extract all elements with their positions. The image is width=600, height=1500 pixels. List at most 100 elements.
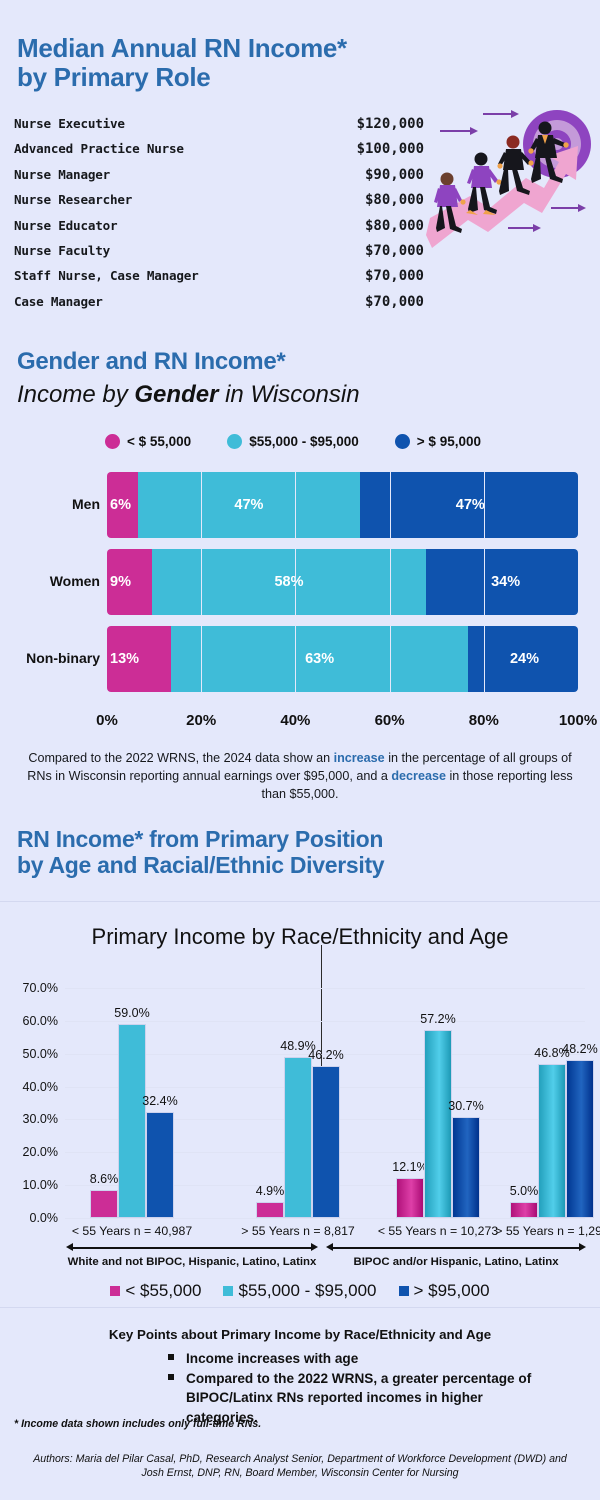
stacked-bar-segment: 6%: [107, 472, 139, 538]
group-range-arrow-icon: [66, 1243, 318, 1252]
role-row: Nurse Faculty $70,000: [14, 243, 424, 268]
legend-item: $55,000 - $95,000: [227, 434, 359, 449]
role-income-value: $70,000: [364, 293, 424, 310]
y-axis-tick-label: 60.0%: [22, 1013, 58, 1028]
chart-bar: [510, 1201, 538, 1218]
bar-chart-legend: < $55,000 $55,000 - $95,000 > $95,000: [0, 1281, 600, 1301]
chart-bar: [538, 1064, 566, 1218]
stacked-bar: 6% 47% 47%: [107, 472, 578, 538]
role-name: Nurse Educator: [14, 217, 118, 233]
chart-bar: [312, 1066, 340, 1218]
role-income-value: $70,000: [364, 268, 424, 285]
bar-value-label: 59.0%: [114, 1006, 150, 1021]
chart-bar: [396, 1178, 424, 1218]
role-name: Case Manager: [14, 293, 103, 309]
section2-subtitle: Income by Gender in Wisconsin: [17, 381, 360, 408]
role-income-value: $120,000: [356, 116, 424, 132]
chart-gridline: [65, 988, 585, 989]
bullet-square-icon: [168, 1373, 174, 1380]
key-points-title: Key Points about Primary Income by Race/…: [108, 1327, 492, 1342]
role-income-value: $100,000: [356, 141, 424, 158]
stacked-bar-segment: 58%: [152, 549, 426, 615]
chart-bar: [284, 1057, 312, 1218]
legend-label: > $95,000: [413, 1281, 490, 1300]
section1-title: Median Annual RN Income* by Primary Role: [17, 33, 347, 93]
bar-row-label: Women: [49, 573, 100, 589]
role-row: Nurse Researcher $80,000: [14, 192, 424, 217]
bar-value-label: 48.2%: [562, 1041, 598, 1056]
legend-swatch-square-icon: [110, 1286, 121, 1296]
legend-swatch-circle-icon: [394, 434, 410, 449]
section3-title: RN Income* from Primary Position by Age a…: [17, 826, 385, 878]
bar-chart-title: Primary Income by Race/Ethnicity and Age: [91, 924, 509, 949]
role-row: Staff Nurse, Case Manager $70,000: [14, 268, 424, 293]
subtitle-emphasis: Gender: [134, 381, 219, 408]
chart-gridline: [483, 472, 485, 717]
bullet-square-icon: [168, 1354, 174, 1360]
bar-value-label: 32.4%: [142, 1093, 178, 1108]
bar-value-label: 8.6%: [89, 1171, 119, 1186]
legend-item: > $95,000: [398, 1281, 490, 1301]
bar-value-label: 12.1%: [392, 1160, 428, 1175]
legend-item: < $55,000: [110, 1281, 201, 1301]
x-axis-group-label: < 55 Years n = 40,987: [71, 1224, 193, 1238]
race-age-grouped-bar-chart: Primary Income by Race/Ethnicity and Age…: [0, 910, 600, 1310]
legend-swatch-circle-icon: [227, 434, 243, 449]
stacked-bar-segment: 9%: [107, 549, 153, 615]
stacked-bar-segment: 34%: [425, 549, 578, 615]
bar-value-label: 57.2%: [420, 1012, 456, 1027]
y-axis-tick-label: 70.0%: [22, 981, 58, 995]
chart-bar: [452, 1117, 480, 1218]
x-axis-tick-label: 40%: [280, 712, 311, 729]
x-axis-tick-label: 100%: [558, 712, 598, 729]
legend-label: < $55,000: [125, 1281, 202, 1300]
bar-row-label: Men: [72, 496, 100, 512]
bar-value-label: 46.2%: [308, 1048, 344, 1063]
x-axis-group-label: > 55 Years n = 1,298: [495, 1224, 600, 1238]
chart-bar: [146, 1111, 174, 1218]
role-row: Nurse Educator $80,000: [14, 218, 424, 243]
role-name: Staff Nurse, Case Manager: [14, 268, 199, 284]
key-point-item: Income increases with age: [168, 1349, 556, 1369]
people-climbing-arrow-illustration: [426, 110, 591, 248]
section-divider-top: [0, 901, 600, 902]
bar-value-label: 46.8%: [534, 1046, 570, 1061]
gender-chart-caption: Compared to the 2022 WRNS, the 2024 data…: [27, 751, 573, 801]
key-points-list: Income increases with age Compared to the…: [0, 1349, 600, 1428]
x-axis-tick-label: 0%: [96, 712, 118, 729]
y-axis-tick-label: 30.0%: [22, 1112, 58, 1127]
role-name: Nurse Faculty: [14, 242, 110, 258]
legend-label: < $ 55,000: [127, 434, 192, 449]
y-axis-tick-label: 20.0%: [22, 1145, 58, 1160]
role-income-value: $70,000: [364, 242, 424, 259]
role-row: Nurse Executive $120,000: [14, 116, 424, 141]
role-income-table: Nurse Executive $120,000 Advanced Practice…: [14, 116, 424, 319]
x-axis-tick-label: 80%: [468, 712, 499, 729]
caption-highlight: decrease: [391, 768, 446, 783]
y-axis-tick-label: 50.0%: [22, 1046, 58, 1061]
bar-value-label: 48.9%: [280, 1039, 316, 1054]
section2-title: Gender and RN Income*: [17, 348, 286, 375]
role-income-value: $90,000: [364, 166, 424, 183]
chart-bar: [118, 1024, 146, 1218]
group-category-label: White and not BIPOC, Hispanic, Latino, L…: [67, 1256, 317, 1268]
bar-value-label: 30.7%: [448, 1099, 484, 1114]
x-axis-tick-label: 20%: [186, 712, 217, 729]
group-range-arrow-icon: [326, 1243, 586, 1252]
gender-chart-legend: < $ 55,000 $55,000 - $95,000 > $ 95,000: [105, 434, 575, 449]
x-axis-group-label: < 55 Years n = 10,273: [377, 1224, 499, 1238]
stacked-bar-segment: 63%: [171, 626, 468, 692]
chart-gridline: [201, 472, 203, 717]
stacked-bar-segment: 13%: [107, 626, 172, 692]
y-axis-tick-label: 10.0%: [22, 1178, 58, 1193]
chart-bar: [424, 1030, 452, 1218]
key-points-block: Key Points about Primary Income by Race/…: [0, 1327, 600, 1428]
group-category-label: BIPOC and/or Hispanic, Latino, Latinx: [353, 1256, 559, 1268]
chart-bar: [256, 1201, 284, 1218]
legend-label: > $ 95,000: [416, 434, 481, 449]
footnote: * Income data shown includes only full-t…: [14, 1418, 262, 1430]
role-row: Advanced Practice Nurse $100,000: [14, 141, 424, 166]
chart-gridline: [389, 472, 391, 717]
chart-bar: [566, 1059, 594, 1218]
